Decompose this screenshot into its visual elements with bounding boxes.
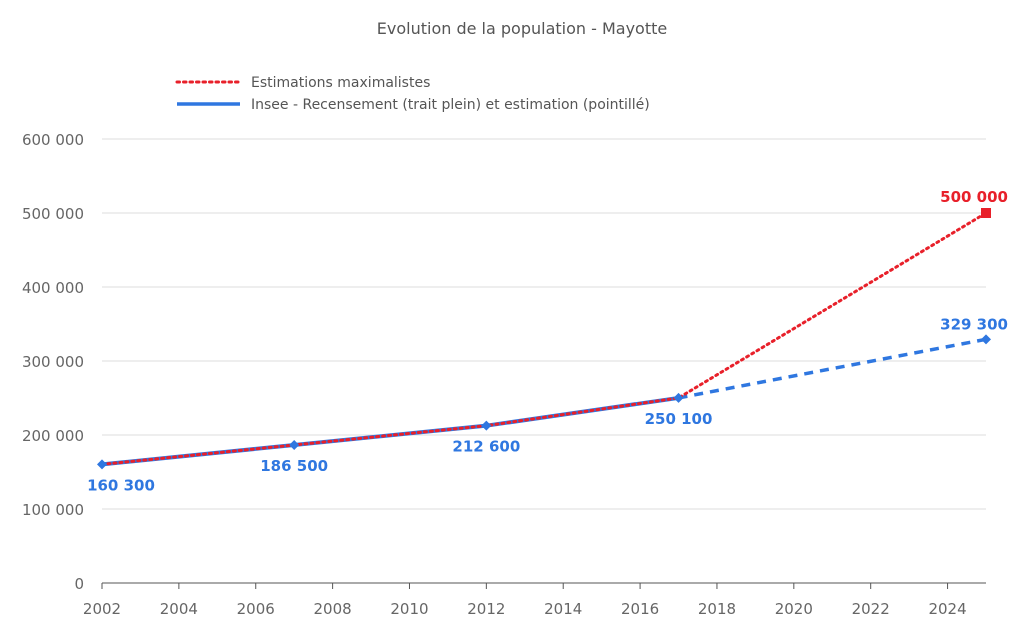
insee-point-marker [673, 392, 684, 403]
insee-data-label: 250 100 [645, 410, 713, 428]
y-tick-label: 600 000 [22, 131, 84, 149]
series-estimations-maximalistes [100, 211, 988, 466]
x-tick-label: 2010 [390, 600, 428, 618]
insee-data-label: 329 300 [940, 315, 1008, 333]
insee-point-marker [481, 420, 492, 431]
legend-label-0: Estimations maximalistes [251, 75, 430, 91]
legend-label-1: Insee - Recensement (trait plein) et est… [251, 97, 650, 113]
x-tick-label: 2006 [237, 600, 275, 618]
series-insee-solid [101, 395, 679, 467]
x-tick-label: 2012 [467, 600, 505, 618]
y-tick-label: 500 000 [22, 205, 84, 223]
insee-point-marker [981, 334, 991, 345]
x-tick-label: 2020 [775, 600, 813, 618]
insee-point-marker [97, 459, 107, 470]
chart-title: Evolution de la population - Mayotte [377, 19, 667, 38]
insee-data-label: 160 300 [87, 476, 155, 494]
x-tick-label: 2002 [83, 600, 121, 618]
legend: Estimations maximalistes Insee - Recense… [175, 75, 650, 113]
x-tick-label: 2022 [852, 600, 890, 618]
x-tick-label: 2016 [621, 600, 659, 618]
max-estimate-label: 500 000 [940, 188, 1008, 206]
x-tick-label: 2014 [544, 600, 582, 618]
y-tick-label: 200 000 [22, 427, 84, 445]
x-tick-label: 2018 [698, 600, 736, 618]
y-tick-label: 400 000 [22, 279, 84, 297]
series-insee-dashed [678, 337, 987, 400]
insee-data-label: 186 500 [260, 457, 328, 475]
x-tick-label: 2004 [160, 600, 198, 618]
x-tick-label: 2008 [314, 600, 352, 618]
x-tick-label: 2024 [928, 600, 966, 618]
insee-data-label: 212 600 [452, 438, 520, 456]
y-tick-label: 100 000 [22, 501, 84, 519]
y-tick-label: 300 000 [22, 353, 84, 371]
insee-point-marker [289, 439, 300, 450]
y-tick-label: 0 [74, 575, 84, 593]
max-estimate-marker [981, 208, 991, 218]
